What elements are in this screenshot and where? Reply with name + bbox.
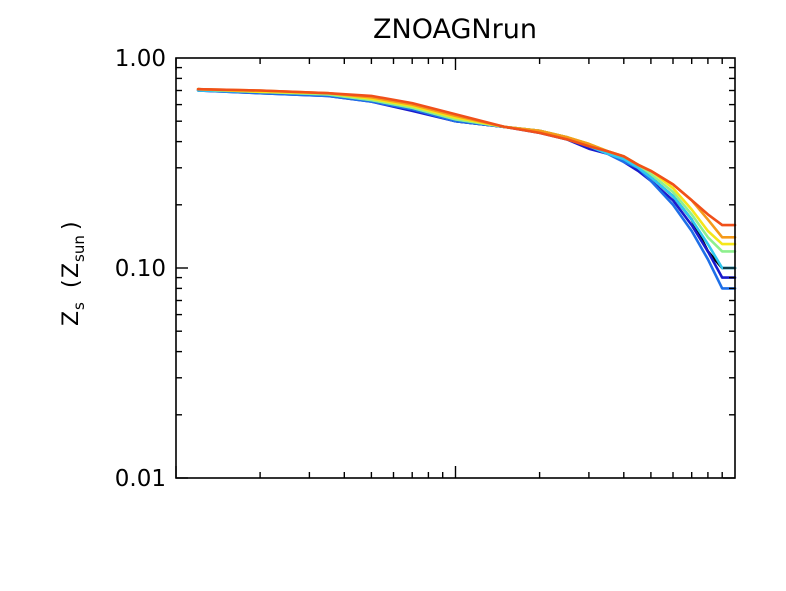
plot-frame: [175, 57, 736, 479]
y-label-paren-main: Z: [59, 263, 84, 278]
series-line-7: [196, 87, 737, 239]
y-tick-label: 0.10: [115, 256, 166, 282]
series-line-5: [196, 87, 737, 253]
y-axis-label: Z s ( Z sun ): [59, 221, 88, 326]
y-label-paren-open: (: [59, 279, 84, 288]
series-line-6: [196, 87, 737, 246]
y-label-main: Z: [59, 311, 84, 326]
y-tick-label: 1.00: [115, 46, 166, 72]
y-tick-label: 0.01: [115, 466, 166, 492]
y-label-paren-close: ): [59, 221, 84, 230]
series-layer: [196, 87, 737, 290]
y-tick-labels: 1.00 0.10 0.01: [115, 46, 166, 492]
chart-title: ZNOAGNrun: [373, 14, 537, 45]
y-label-main-sub: s: [70, 302, 88, 310]
y-label-paren-sub: sun: [70, 235, 88, 262]
series-line-8: [196, 87, 737, 227]
